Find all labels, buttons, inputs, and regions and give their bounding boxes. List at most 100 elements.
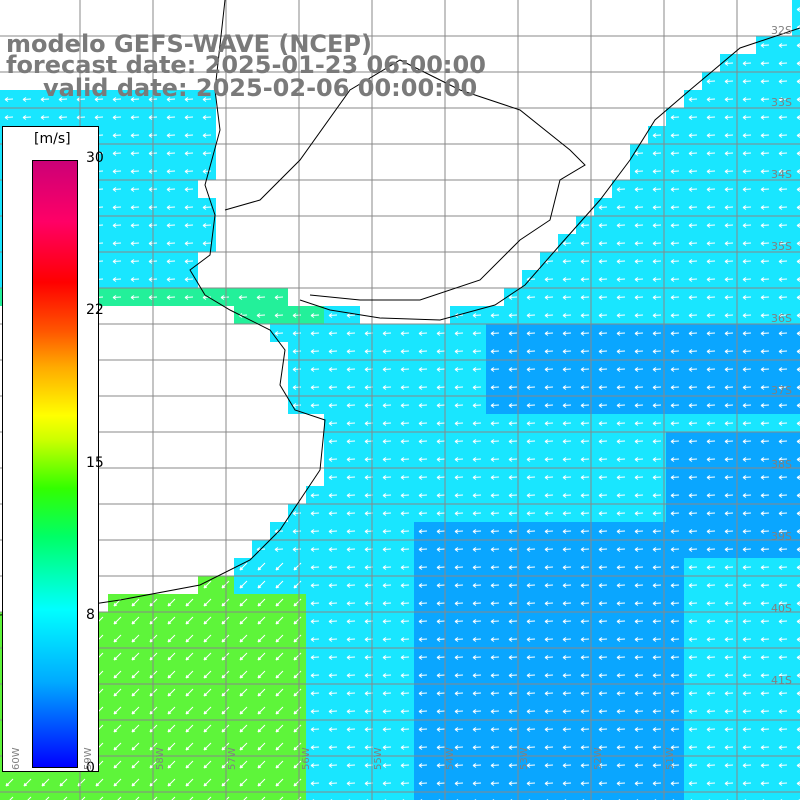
wind-arrow xyxy=(4,115,14,120)
wind-arrow xyxy=(778,475,788,480)
wind-arrow xyxy=(346,637,356,642)
wind-arrow xyxy=(670,727,680,732)
wind-arrow xyxy=(112,277,122,282)
wind-arrow xyxy=(562,331,572,336)
wind-arrow xyxy=(508,763,518,768)
wind-arrow xyxy=(724,187,734,192)
wind-arrow xyxy=(580,619,590,624)
wind-arrow xyxy=(400,331,410,336)
wind-arrow xyxy=(616,439,626,444)
wind-arrow xyxy=(598,511,608,516)
wind-arrow xyxy=(382,439,392,444)
wind-arrow xyxy=(760,79,770,84)
wind-arrow xyxy=(508,655,518,660)
wind-arrow xyxy=(472,673,482,678)
wind-arrow xyxy=(293,562,302,571)
wind-arrow xyxy=(400,547,410,552)
wind-arrow xyxy=(310,385,320,390)
wind-arrow xyxy=(328,511,338,516)
wind-arrow xyxy=(257,652,266,661)
wind-arrow xyxy=(706,313,716,318)
wind-arrow xyxy=(382,655,392,660)
wind-arrow xyxy=(490,745,500,750)
wind-cell xyxy=(216,792,234,800)
wind-arrow xyxy=(616,637,626,642)
wind-arrow xyxy=(382,529,392,534)
wind-arrow xyxy=(41,778,50,787)
wind-arrow xyxy=(436,385,446,390)
wind-arrow xyxy=(670,133,680,138)
wind-arrow xyxy=(652,403,662,408)
wind-arrow xyxy=(634,511,644,516)
wind-arrow xyxy=(598,349,608,354)
wind-arrow xyxy=(400,475,410,480)
wind-arrow xyxy=(580,547,590,552)
wind-arrow xyxy=(706,349,716,354)
wind-arrow xyxy=(778,133,788,138)
wind-arrow xyxy=(166,223,176,228)
wind-arrow xyxy=(742,403,752,408)
lat-label: 37S xyxy=(771,384,792,397)
wind-arrow xyxy=(616,547,626,552)
wind-arrow xyxy=(508,637,518,642)
wind-arrow xyxy=(167,778,176,787)
wind-arrow xyxy=(346,601,356,606)
wind-arrow xyxy=(688,475,698,480)
wind-arrow xyxy=(113,742,122,751)
wind-cell xyxy=(792,54,800,72)
wind-arrow xyxy=(490,727,500,732)
wind-arrow xyxy=(95,778,104,787)
wind-arrow xyxy=(113,724,122,733)
wind-arrow xyxy=(239,562,248,571)
wind-arrow xyxy=(706,331,716,336)
wind-arrow xyxy=(526,691,536,696)
wind-arrow xyxy=(131,760,140,769)
wind-arrow xyxy=(185,598,194,607)
wind-arrow xyxy=(508,781,518,786)
wind-arrow xyxy=(490,547,500,552)
wind-arrow xyxy=(562,511,572,516)
wind-arrow xyxy=(472,619,482,624)
wind-arrow xyxy=(778,619,788,624)
wind-arrow xyxy=(562,655,572,660)
wind-arrow xyxy=(634,457,644,462)
wind-arrow xyxy=(544,529,554,534)
wind-arrow xyxy=(598,331,608,336)
wind-arrow xyxy=(724,601,734,606)
wind-arrow xyxy=(346,367,356,372)
wind-arrow xyxy=(544,673,554,678)
wind-arrow xyxy=(166,97,176,102)
wind-arrow xyxy=(454,529,464,534)
wind-arrow xyxy=(760,565,770,570)
wind-arrow xyxy=(257,634,266,643)
lon-label: 59W xyxy=(83,747,94,770)
wind-arrow xyxy=(670,691,680,696)
wind-arrow xyxy=(292,385,302,390)
wind-arrow xyxy=(472,511,482,516)
wind-arrow xyxy=(670,151,680,156)
wind-arrow xyxy=(598,277,608,282)
wind-arrow xyxy=(544,619,554,624)
wind-arrow xyxy=(207,796,212,800)
wind-arrow xyxy=(706,673,716,678)
wind-arrow xyxy=(328,403,338,408)
wind-arrow xyxy=(293,724,302,733)
lat-label: 34S xyxy=(771,168,792,181)
wind-arrow xyxy=(706,475,716,480)
wind-arrow xyxy=(472,475,482,480)
wind-arrow xyxy=(220,295,230,300)
wind-arrow xyxy=(760,133,770,138)
wind-arrow xyxy=(184,277,194,282)
wind-arrow xyxy=(490,367,500,372)
wind-arrow xyxy=(418,367,428,372)
wind-arrow xyxy=(454,619,464,624)
wind-arrow xyxy=(616,349,626,354)
wind-arrow xyxy=(724,313,734,318)
wind-cell xyxy=(792,450,800,468)
wind-cell xyxy=(90,792,108,800)
wind-arrow xyxy=(166,241,176,246)
wind-cell xyxy=(792,90,800,108)
wind-arrow xyxy=(706,619,716,624)
